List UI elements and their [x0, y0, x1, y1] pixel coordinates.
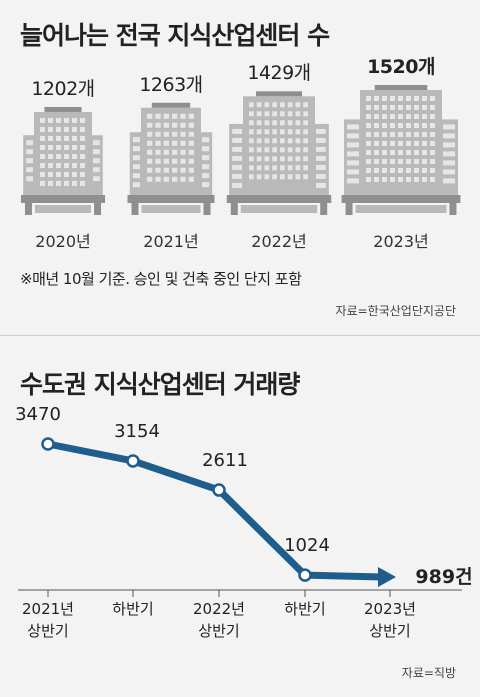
data-label-4: 989건: [415, 566, 472, 588]
x-label-3: 하반기: [284, 600, 326, 618]
arrow-head: [378, 567, 396, 587]
data-label-0: 3470: [15, 404, 61, 425]
value-label-1: 1263개: [139, 73, 203, 96]
year-label-0: 2020년: [35, 232, 91, 251]
year-label-2: 2022년: [251, 232, 307, 251]
data-point-3: [298, 568, 312, 582]
data-point-0: [41, 437, 55, 451]
section-divider: [0, 335, 480, 336]
top-chart-title: 늘어나는 전국 지식산업센터 수: [20, 21, 330, 50]
value-label-0: 1202개: [31, 77, 95, 100]
x-label-0: 2021년 상반기: [22, 600, 74, 640]
data-label-2: 2611: [202, 450, 248, 471]
data-label-1: 3154: [114, 421, 160, 442]
x-label-2: 2022년 상반기: [193, 600, 245, 640]
data-label-3: 1024: [284, 535, 330, 556]
x-label-4: 2023년 상반기: [364, 600, 416, 640]
top-chart-source: 자료=한국산업단지공단: [335, 304, 456, 318]
bottom-chart-title: 수도권 지식산업센터 거래량: [20, 370, 300, 399]
arrow-segment: [304, 571, 383, 581]
building-bar-1: [127, 102, 215, 215]
building-bar-0: [20, 106, 106, 215]
building-bar-3: [341, 85, 461, 215]
value-label-3: 1520개: [367, 56, 435, 78]
year-label-1: 2021년: [143, 232, 199, 251]
data-point-1: [126, 454, 140, 468]
building-bar-chart: [20, 85, 461, 215]
year-label-3: 2023년: [373, 232, 429, 251]
x-label-1: 하반기: [112, 600, 154, 618]
chart-note: ※매년 10월 기준. 승인 및 건축 중인 단지 포함: [20, 270, 302, 288]
building-bar-2: [226, 91, 332, 215]
value-label-2: 1429개: [247, 62, 311, 85]
series-line: [44, 440, 309, 579]
bottom-chart-source: 자료=직방: [401, 666, 456, 680]
data-point-2: [212, 483, 226, 497]
